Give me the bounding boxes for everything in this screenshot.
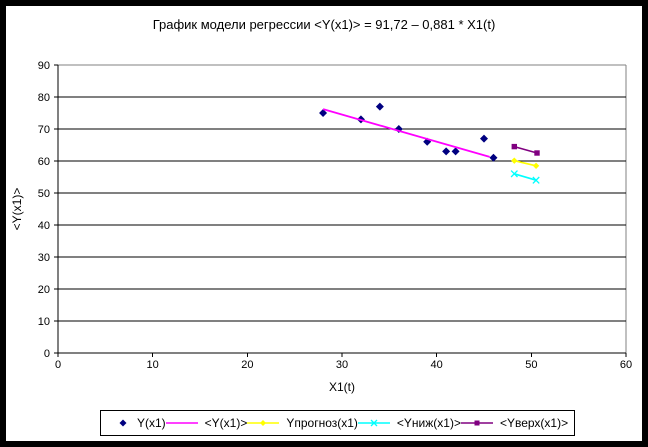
y-tick-label: 50 [38,188,50,200]
y-tick-label: 40 [38,220,50,232]
legend-marker-diamond-icon [119,419,127,427]
legend-label-2: Yпрогноз(x1) [286,416,358,430]
y-tick-label: 90 [38,60,50,72]
y-tick-label: 20 [38,284,50,296]
legend-box: Y(x1) <Y(x1)> Yпрогноз(x1) <Yниж(x1)> <Yверх… [100,410,575,436]
series-1 [322,108,490,158]
x-tick-label: 50 [525,359,537,371]
x-tick-label: 0 [55,359,61,371]
y-tick-label: 80 [38,92,50,104]
x-tick-label: 20 [241,359,253,371]
legend-marker-x-icon [357,419,390,427]
axes [54,64,627,357]
legend-label-1: <Y(x1)> [204,416,248,430]
tick-labels: 0 10 20 30 40 50 60 0 10 20 30 40 50 60 70 80 90 [38,60,632,371]
series-0 [319,102,498,162]
y-tick-label: 0 [44,348,50,360]
y-tick-label: 30 [38,252,50,264]
x-tick-label: 40 [431,359,443,371]
legend-item-4: <Yверх(x1)> [460,416,569,430]
legend-item-3: <Yниж(x1)> [357,416,461,430]
legend-label-3: <Yниж(x1)> [396,416,461,430]
legend-item-1: <Y(x1)> [165,416,248,430]
x-tick-label: 60 [620,359,632,371]
legend-marker-diamond-icon [247,420,280,426]
y-tick-label: 10 [38,316,50,328]
y-tick-label: 60 [38,156,50,168]
series-2 [511,157,540,169]
series-3 [510,170,540,184]
plot-border [58,64,627,353]
chart-title: График модели регрессии <Y(x1)> = 91,72 … [152,17,496,32]
x-axis-title: X1(t) [329,380,355,394]
x-tick-label: 30 [336,359,348,371]
legend-label-4: <Yверх(x1)> [499,416,569,430]
y-axis-title: <Y(x1)> [10,188,24,231]
legend-marker-none-icon [165,422,198,424]
gridlines [58,96,626,322]
legend-label-0: Y(x1) [137,416,166,430]
series-4 [511,143,540,156]
chart-background [6,6,642,441]
x-tick-label: 10 [147,359,159,371]
y-tick-label: 70 [38,124,50,136]
legend-marker-square-icon [460,420,493,426]
legend-item-2: Yпрогноз(x1) [247,416,358,430]
legend-item-0: Y(x1) [116,416,166,430]
